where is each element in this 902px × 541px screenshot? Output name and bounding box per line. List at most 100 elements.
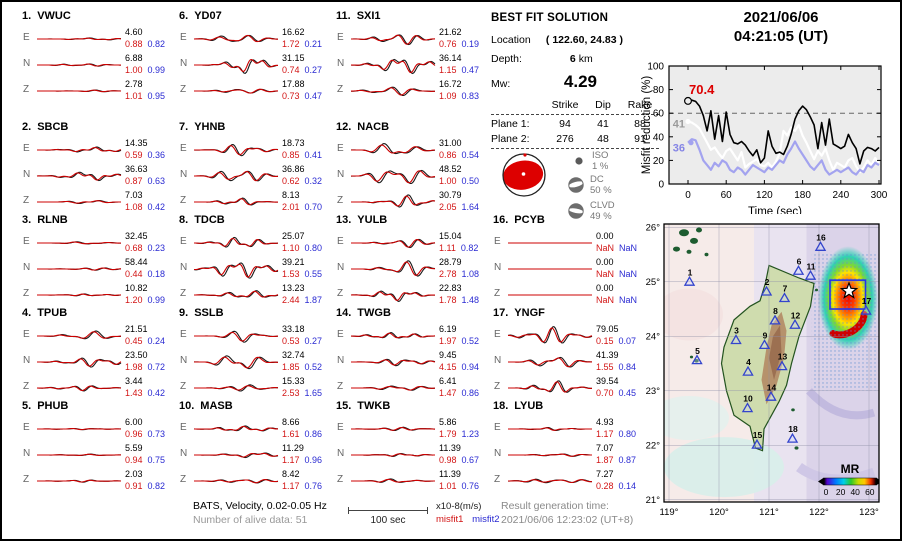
channel-row-E: E 79.05 0.15 0.07 [493,323,645,349]
svg-text:18: 18 [788,424,798,434]
svg-text:3: 3 [734,326,739,336]
svg-text:70.4: 70.4 [689,82,715,97]
channel-values: 79.05 0.15 0.07 [596,324,645,346]
misfit1-value: 0.74 [282,65,300,75]
misfit2-value: 0.82 [460,243,479,253]
svg-text:23°: 23° [646,386,661,397]
channel-label: Z [494,288,501,299]
misfit1-value: 0.98 [439,455,457,465]
channel-label: E [23,143,30,154]
channel-values: 4.93 1.17 0.80 [596,417,645,439]
svg-text:20: 20 [653,156,665,167]
event-time: 04:21:05 (UT) [733,28,829,45]
station-number: 16. [493,214,509,226]
channel-values: 16.62 1.72 0.21 [282,27,331,49]
peak-amplitude: 10.82 [125,283,148,293]
channel-values: 11.39 1.01 0.76 [439,469,488,491]
station-header: 13. YULB [336,214,488,226]
channel-values: 36.86 0.62 0.32 [282,164,331,186]
misfit1-value: 1.15 [439,65,457,75]
location-row: Location ( 122.60, 24.83 ) [491,34,665,46]
location-value: ( 122.60, 24.83 ) [545,34,623,46]
misfit2-value: NaN [619,243,638,253]
peak-amplitude: 4.93 [596,417,614,427]
peak-amplitude: 31.15 [282,53,305,63]
misfit2-value: 0.86 [461,388,480,398]
misfit2-value: 0.84 [618,362,637,372]
channel-row-E: E 21.51 0.45 0.24 [22,323,174,349]
waveform-trace [193,425,278,432]
peak-amplitude: 2.03 [125,469,143,479]
channel-values: 6.00 0.96 0.73 [125,417,174,439]
channel-row-Z: Z 17.88 0.73 0.47 [179,78,331,104]
channel-label: N [494,262,502,273]
peak-amplitude: 4.60 [125,27,143,37]
misfit1-value: 1.01 [125,91,143,101]
peak-amplitude: 21.51 [125,324,148,334]
station-number: 14. [336,307,352,319]
clvd-icon [568,203,584,219]
station-number: 18. [493,400,509,412]
misfit1-value: 0.94 [125,455,143,465]
peak-amplitude: 16.72 [439,79,462,89]
dc-label: DC [590,174,604,185]
station-number: 10. [179,400,195,412]
channel-row-E: E 33.18 0.53 0.27 [179,323,331,349]
station-block-YD07: 6. YD07 E 16.62 1.72 0.21 N 31.15 0.74 0.27 Z 17.88… [179,10,331,112]
dc-pct: 50 % [590,185,612,196]
channel-values: 8.42 1.17 0.76 [282,469,331,491]
misfit1-legend-label: misfit1 [436,514,464,525]
misfit1-value: 1.79 [439,429,457,439]
misfit1-value: 2.05 [439,202,457,212]
channel-label: Z [494,474,501,485]
misfit1-value: 0.88 [125,39,143,49]
channel-label: Z [337,195,344,206]
channel-row-E: E 31.00 0.86 0.54 [336,137,488,163]
station-number: 15. [336,400,352,412]
peak-amplitude: 13.23 [282,283,305,293]
waveform-trace [37,241,121,245]
svg-text:24°: 24° [646,331,661,342]
misfit1-value: 2.01 [282,202,300,212]
channel-label: N [337,262,345,273]
peak-amplitude: 7.27 [596,469,614,479]
station-header: 5. PHUB [22,400,174,412]
peak-amplitude: 32.74 [282,350,305,360]
peak-amplitude: 15.04 [439,231,462,241]
misfit2-value: 0.21 [304,39,323,49]
channel-label: E [23,329,30,340]
channel-row-Z: Z 16.72 1.09 0.83 [336,78,488,104]
station-name: TWGB [357,307,391,319]
waveform-trace [351,260,436,277]
peak-amplitude: 6.41 [439,376,457,386]
misfit1-value: 0.70 [596,388,614,398]
station-name: NACB [357,121,390,133]
station-header: 12. NACB [336,121,488,133]
station-block-SBCB: 2. SBCB E 14.35 0.59 0.36 N 36.63 0.87 0.63 Z 7.03 1… [22,121,174,223]
channel-values: 39.54 0.70 0.45 [596,376,645,398]
misfit2-value: NaN [619,269,638,279]
station-number: 17. [493,307,509,319]
channel-row-E: E 0.00 NaN NaN [493,230,645,256]
misfit2-value: 0.41 [304,150,323,160]
channel-values: 18.73 0.85 0.41 [282,138,331,160]
misfit2-value: 0.76 [304,481,323,491]
peak-amplitude: 39.54 [596,376,619,386]
station-name: YHNB [194,121,226,133]
misfit2-value: 0.54 [461,150,480,160]
waveform-trace [508,242,592,244]
misfit1-value: 2.53 [282,388,300,398]
channel-label: E [337,236,344,247]
channel-row-N: N 28.79 2.78 1.08 [336,256,488,282]
misfit2-value: 0.36 [147,150,166,160]
channel-values: 33.18 0.53 0.27 [282,324,331,346]
misfit2-value: 0.82 [147,39,166,49]
data-description: BATS, Velocity, 0.02-0.05 Hz [193,500,327,512]
map-station-triangle-18 [786,432,799,443]
waveform-trace [351,426,436,432]
misfit2-value: 1.48 [461,295,480,305]
waveform-trace [194,88,279,94]
result-time-label: Result generation time: [501,500,609,512]
time-scalebar: 100 sec [348,507,428,529]
channel-values: 7.27 0.28 0.14 [596,469,645,491]
